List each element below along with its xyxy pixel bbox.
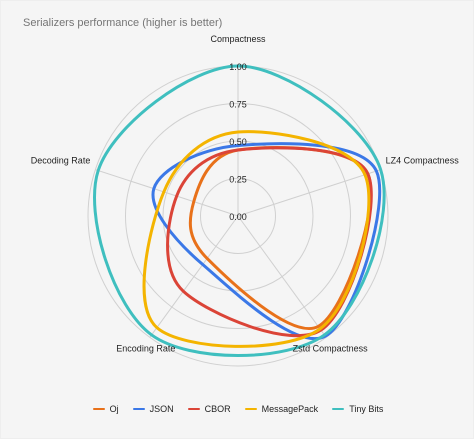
chart-legend: Oj JSON CBOR MessagePack Tiny Bits	[1, 404, 474, 414]
series-messagepack	[142, 130, 371, 348]
axis-label: Zstd Compactness	[293, 343, 369, 353]
legend-swatch	[132, 407, 145, 411]
legend-item[interactable]: Oj	[92, 404, 119, 414]
tick-label: 0.75	[229, 100, 247, 110]
legend-item[interactable]: JSON	[132, 404, 174, 414]
grid-spoke	[95, 169, 239, 217]
grid-spoke	[237, 215, 327, 338]
legend-item[interactable]: Tiny Bits	[332, 404, 383, 414]
legend-swatch	[244, 407, 257, 411]
tick-label: 0.25	[229, 175, 247, 185]
legend-swatch	[332, 407, 345, 411]
grid-spoke	[237, 169, 381, 217]
series-tiny-bits	[93, 64, 386, 358]
legend-label: CBOR	[204, 404, 231, 414]
series-json	[151, 142, 382, 340]
axis-label: Encoding Rate	[116, 343, 175, 353]
legend-label: Oj	[109, 404, 119, 414]
axis-label: Decoding Rate	[31, 156, 91, 166]
legend-swatch	[187, 407, 200, 411]
radar-series	[93, 64, 386, 358]
tick-label: 1.00	[229, 62, 247, 72]
legend-swatch	[92, 407, 105, 411]
tick-label: 0.00	[229, 212, 247, 222]
legend-label: MessagePack	[261, 404, 319, 414]
legend-item[interactable]: CBOR	[187, 404, 231, 414]
axis-label: LZ4 Compactness	[386, 156, 460, 166]
radar-labels: 0.00 0.25 0.50 0.75 1.00 Compactness LZ4 Compa…	[31, 34, 459, 353]
legend-label: JSON	[149, 404, 174, 414]
axis-label: Compactness	[210, 34, 266, 44]
series-cbor	[166, 146, 373, 338]
legend-label: Tiny Bits	[349, 404, 384, 414]
legend-item[interactable]: MessagePack	[244, 404, 319, 414]
tick-label: 0.50	[229, 137, 247, 147]
chart-title: Serializers performance (higher is bette…	[23, 17, 223, 29]
grid-spoke	[149, 215, 239, 338]
